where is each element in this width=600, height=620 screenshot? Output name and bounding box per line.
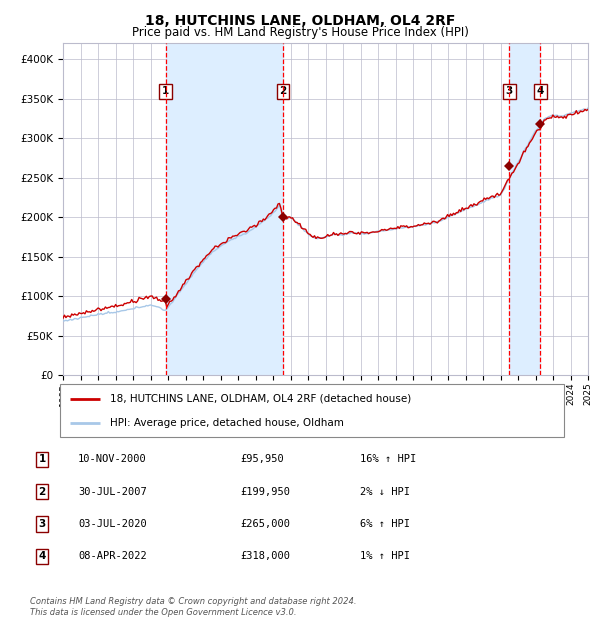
Text: 4: 4 <box>38 551 46 561</box>
Text: £95,950: £95,950 <box>240 454 284 464</box>
Bar <box>166 43 283 375</box>
Text: 1: 1 <box>38 454 46 464</box>
Text: 1: 1 <box>162 87 169 97</box>
Text: 30-JUL-2007: 30-JUL-2007 <box>78 487 147 497</box>
Text: 2% ↓ HPI: 2% ↓ HPI <box>360 487 410 497</box>
Text: 10-NOV-2000: 10-NOV-2000 <box>78 454 147 464</box>
Text: 03-JUL-2020: 03-JUL-2020 <box>78 519 147 529</box>
Text: 18, HUTCHINS LANE, OLDHAM, OL4 2RF (detached house): 18, HUTCHINS LANE, OLDHAM, OL4 2RF (deta… <box>110 394 412 404</box>
Text: 3: 3 <box>506 87 513 97</box>
Text: £318,000: £318,000 <box>240 551 290 561</box>
Text: 2: 2 <box>280 87 287 97</box>
Text: 4: 4 <box>536 87 544 97</box>
Text: Price paid vs. HM Land Registry's House Price Index (HPI): Price paid vs. HM Land Registry's House … <box>131 26 469 39</box>
Text: 2: 2 <box>38 487 46 497</box>
Text: 3: 3 <box>38 519 46 529</box>
Text: £265,000: £265,000 <box>240 519 290 529</box>
Text: 08-APR-2022: 08-APR-2022 <box>78 551 147 561</box>
FancyBboxPatch shape <box>60 384 564 437</box>
Text: 18, HUTCHINS LANE, OLDHAM, OL4 2RF: 18, HUTCHINS LANE, OLDHAM, OL4 2RF <box>145 14 455 28</box>
Text: 6% ↑ HPI: 6% ↑ HPI <box>360 519 410 529</box>
Bar <box>509 43 540 375</box>
Text: HPI: Average price, detached house, Oldham: HPI: Average price, detached house, Oldh… <box>110 418 344 428</box>
Text: 1% ↑ HPI: 1% ↑ HPI <box>360 551 410 561</box>
Text: £199,950: £199,950 <box>240 487 290 497</box>
Text: 16% ↑ HPI: 16% ↑ HPI <box>360 454 416 464</box>
Text: Contains HM Land Registry data © Crown copyright and database right 2024.
This d: Contains HM Land Registry data © Crown c… <box>30 598 356 617</box>
